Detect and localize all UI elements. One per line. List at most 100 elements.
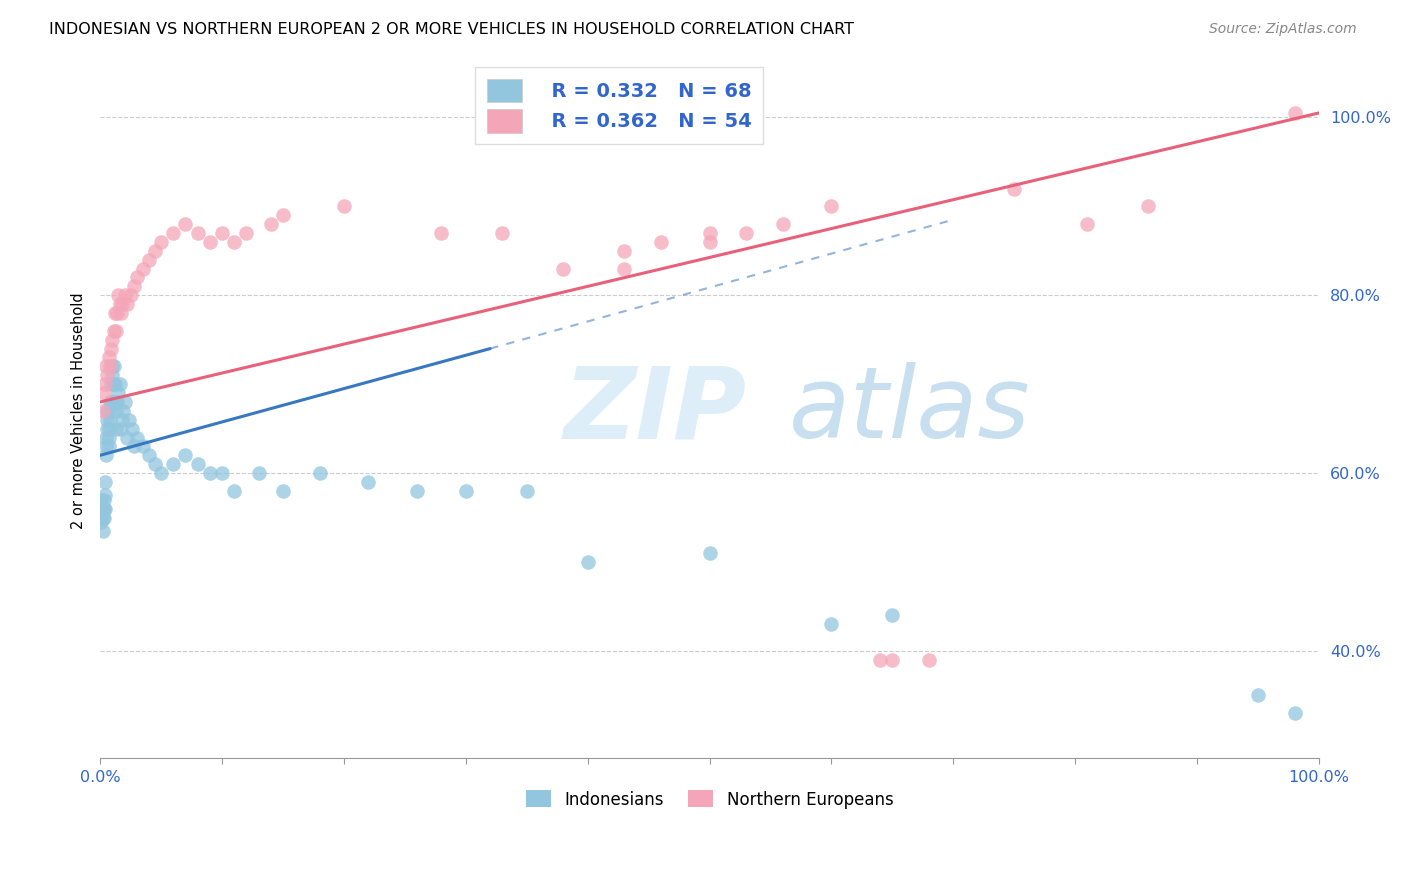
Point [115,431,138,445]
Point [96,368,118,383]
Point [111,297,134,311]
Point [111,413,134,427]
Point [96,431,118,445]
Point [333,199,356,213]
Point [98,359,121,374]
Point [820,617,842,632]
Point [96,413,118,427]
Point [308,466,330,480]
Point [198,466,221,480]
Point [553,261,575,276]
Point [1137,199,1160,213]
Point [100,395,122,409]
Point [576,555,599,569]
Point [357,475,380,489]
Point [103,377,125,392]
Point [211,226,233,240]
Point [120,288,142,302]
Point [138,252,160,267]
Point [110,422,132,436]
Point [104,377,127,392]
Point [869,653,891,667]
Point [271,483,294,498]
Point [260,217,283,231]
Y-axis label: 2 or more Vehicles in Household: 2 or more Vehicles in Household [72,293,86,529]
Point [882,653,904,667]
Point [122,279,145,293]
Legend: Indonesians, Northern Europeans: Indonesians, Northern Europeans [519,784,900,815]
Point [108,377,131,392]
Point [406,483,429,498]
Point [121,422,143,436]
Point [143,244,166,258]
Point [108,297,131,311]
Point [90,515,112,529]
Point [93,492,115,507]
Point [93,386,115,401]
Point [91,524,114,538]
Point [1076,217,1098,231]
Point [125,270,148,285]
Point [516,483,538,498]
Point [699,546,721,560]
Point [91,404,114,418]
Point [98,404,121,418]
Point [96,422,118,436]
Point [91,501,114,516]
Point [112,404,135,418]
Point [103,324,125,338]
Point [104,395,127,409]
Point [162,226,184,240]
Point [198,235,221,249]
Point [96,448,118,462]
Point [114,288,136,302]
Point [162,457,184,471]
Point [125,431,148,445]
Point [100,377,122,392]
Point [150,466,173,480]
Point [174,448,197,462]
Point [150,235,173,249]
Point [98,413,121,427]
Point [187,226,209,240]
Text: ZIP: ZIP [564,362,747,459]
Point [211,466,233,480]
Point [97,431,120,445]
Point [101,359,124,374]
Point [1284,706,1306,721]
Point [224,483,246,498]
Point [882,608,904,623]
Point [430,226,453,240]
Point [454,483,477,498]
Point [98,395,121,409]
Point [820,199,842,213]
Point [114,395,136,409]
Point [94,475,117,489]
Point [115,297,138,311]
Point [104,324,127,338]
Point [100,342,122,356]
Point [918,653,941,667]
Point [101,333,124,347]
Point [107,288,129,302]
Point [94,488,117,502]
Point [735,226,758,240]
Point [1284,106,1306,120]
Point [1002,181,1025,195]
Point [101,368,124,383]
Point [235,226,257,240]
Point [132,439,155,453]
Text: INDONESIAN VS NORTHERN EUROPEAN 2 OR MORE VEHICLES IN HOUSEHOLD CORRELATION CHAR: INDONESIAN VS NORTHERN EUROPEAN 2 OR MOR… [49,22,855,37]
Point [93,501,115,516]
Point [138,448,160,462]
Point [91,510,114,524]
Point [247,466,270,480]
Point [271,208,294,222]
Point [103,359,125,374]
Point [94,501,117,516]
Point [143,457,166,471]
Point [650,235,672,249]
Point [96,439,118,453]
Point [104,306,127,320]
Point [105,306,128,320]
